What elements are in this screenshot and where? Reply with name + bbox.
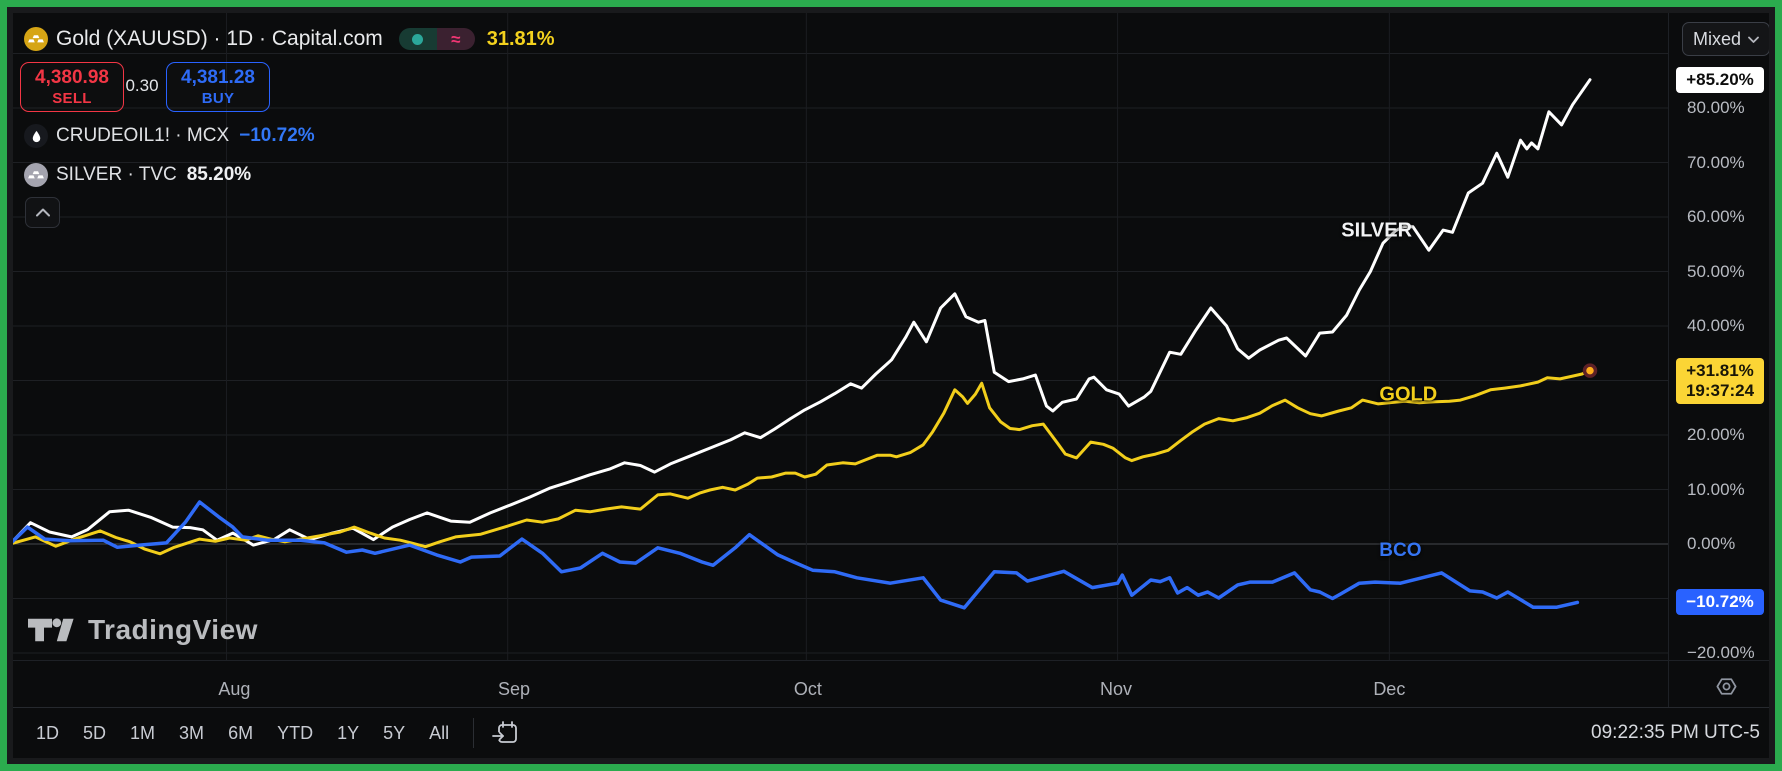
price-axis-tick: 50.00% xyxy=(1687,261,1745,281)
price-axis-tick: 70.00% xyxy=(1687,152,1745,172)
buy-button[interactable]: 4,381.28 BUY xyxy=(166,62,270,112)
compare-row-crudeoil[interactable]: CRUDEOIL1! · MCX −10.72% xyxy=(24,123,315,149)
oil-drop-icon xyxy=(24,124,48,148)
series-label-bco: BCO xyxy=(1379,540,1422,562)
market-status-toggle[interactable]: ≈ xyxy=(398,28,475,50)
go-to-date-button[interactable] xyxy=(486,715,526,751)
date-range-toolbar: 1D 5D 1M 3M 6M YTD 1Y 5Y All xyxy=(24,709,526,757)
symbol-title: Gold (XAUUSD) · 1D · Capital.com xyxy=(56,27,383,50)
time-axis-label-dec: Dec xyxy=(1373,679,1406,699)
range-button-all[interactable]: All xyxy=(429,722,450,743)
price-axis-tick: 0.00% xyxy=(1687,534,1736,553)
tradingview-logo-icon xyxy=(28,618,74,642)
market-open-dot-icon xyxy=(398,28,437,50)
legend-collapse-button[interactable] xyxy=(25,197,60,228)
range-button-5d[interactable]: 5D xyxy=(83,722,107,743)
sell-label: SELL xyxy=(52,90,92,107)
price-axis-tick: 20.00% xyxy=(1687,425,1745,444)
range-button-5y[interactable]: 5Y xyxy=(383,722,406,743)
time-axis-label-aug: Aug xyxy=(218,679,251,699)
compare-symbol-value: 85.20% xyxy=(186,164,252,185)
compare-row-silver[interactable]: SILVER · TVC 85.20% xyxy=(24,162,251,188)
price-axis-divider xyxy=(1668,13,1669,707)
symbol-change-percent: 31.81% xyxy=(486,27,555,50)
range-button-1d[interactable]: 1D xyxy=(36,722,60,743)
price-axis-tick: 40.00% xyxy=(1687,316,1745,335)
calendar-icon xyxy=(492,721,518,743)
time-axis-divider xyxy=(13,660,1769,661)
scale-mode-dropdown[interactable]: Mixed xyxy=(1682,22,1770,56)
series-label-silver: SILVER xyxy=(1341,219,1413,242)
price-axis-tick: 60.00% xyxy=(1687,207,1745,226)
approx-icon: ≈ xyxy=(436,28,475,50)
time-axis-label-sep: Sep xyxy=(498,679,531,699)
gold-last-value-badge: +31.81% 19:37:24 xyxy=(1676,357,1764,404)
price-axis-tick: 80.00% xyxy=(1687,98,1745,117)
buy-price: 4,381.28 xyxy=(181,67,255,88)
silver-icon xyxy=(24,163,48,187)
price-axis-tick: 10.00% xyxy=(1687,479,1745,499)
range-buttons-group: 1D 5D 1M 3M 6M YTD 1Y 5Y All xyxy=(24,719,461,748)
current-time-utc: 09:22:35 PM UTC-5 xyxy=(1591,722,1760,743)
scale-mode-value: Mixed xyxy=(1692,28,1741,49)
main-symbol-legend-row[interactable]: Gold (XAUUSD) · 1D · Capital.com ≈ 31.81… xyxy=(24,26,555,52)
buy-label: BUY xyxy=(201,90,235,107)
time-axis-label-nov: Nov xyxy=(1099,679,1132,699)
price-scale-settings-button[interactable] xyxy=(1712,672,1740,700)
range-button-6m[interactable]: 6M xyxy=(228,722,254,743)
compare-symbol-name: CRUDEOIL1! · MCX xyxy=(56,125,230,146)
compare-symbol-value: −10.72% xyxy=(239,125,315,146)
gear-icon xyxy=(1716,677,1736,695)
range-button-1m[interactable]: 1M xyxy=(130,722,156,743)
range-button-1y[interactable]: 1Y xyxy=(337,722,360,743)
time-axis-label-oct: Oct xyxy=(793,679,822,699)
series-label-gold: GOLD xyxy=(1379,383,1438,406)
chevron-down-icon xyxy=(1748,36,1759,43)
range-button-ytd[interactable]: YTD xyxy=(277,722,314,743)
gold-icon xyxy=(24,27,48,51)
chevron-up-icon xyxy=(35,208,50,217)
silver-last-value-badge: +85.20% xyxy=(1676,66,1764,93)
spread-value: 0.30 xyxy=(125,76,159,95)
sell-button[interactable]: 4,380.98 SELL xyxy=(20,62,124,112)
range-button-3m[interactable]: 3M xyxy=(179,722,205,743)
compare-symbol-name: SILVER · TVC xyxy=(56,164,177,185)
watermark-label: TradingView xyxy=(88,614,258,645)
sell-price: 4,380.98 xyxy=(35,67,109,88)
price-axis-tick: −20.00% xyxy=(1687,643,1755,662)
bco-last-value-badge: −10.72% xyxy=(1676,589,1764,616)
toolbar-divider xyxy=(13,707,1769,708)
tradingview-watermark: TradingView xyxy=(28,614,258,646)
toolbar-separator xyxy=(473,718,475,748)
